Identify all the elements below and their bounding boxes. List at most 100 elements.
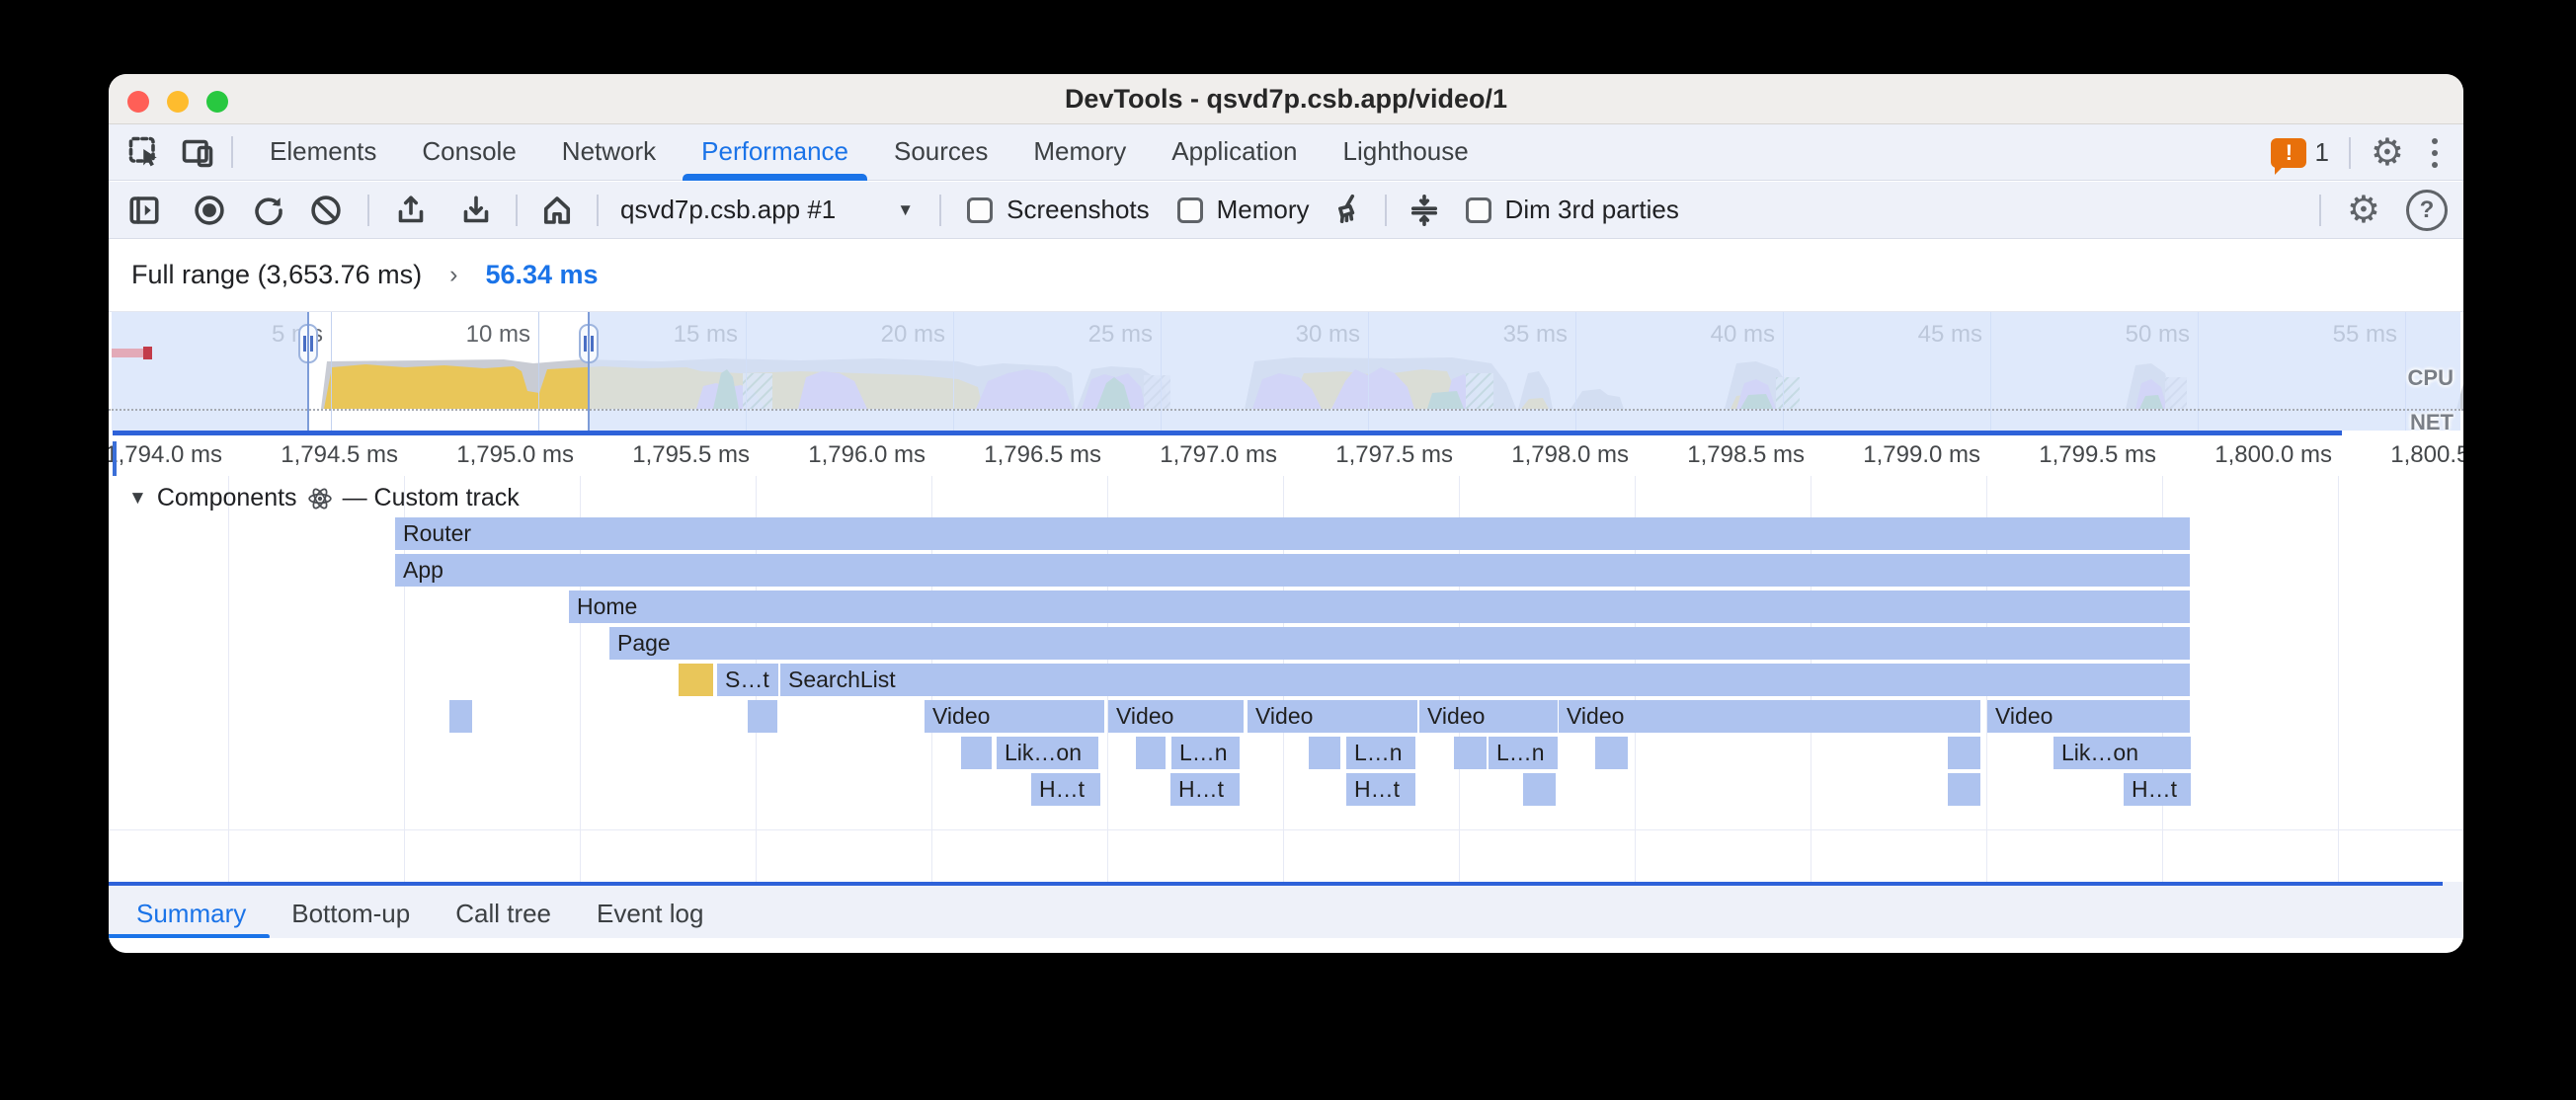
macos-titlebar: DevTools - qsvd7p.csb.app/video/1 xyxy=(109,74,2463,124)
flame-bar-home[interactable]: Home xyxy=(569,590,2190,623)
details-tab-event-log[interactable]: Event log xyxy=(597,899,704,928)
toggle-sidebar-icon[interactable] xyxy=(124,191,164,230)
flame-bar-video[interactable]: Video xyxy=(1987,700,2190,733)
tabbar-separator xyxy=(2348,136,2351,169)
flame-bar[interactable] xyxy=(1523,773,1556,806)
dim-3rd-parties-checkbox[interactable] xyxy=(1465,196,1491,223)
record-and-reload-icon[interactable] xyxy=(249,191,288,230)
flame-bar[interactable] xyxy=(1309,737,1340,769)
network-request-end xyxy=(143,347,152,359)
track-name: Components xyxy=(156,484,297,511)
capture-settings-gear-icon[interactable]: ⚙ xyxy=(2346,190,2380,231)
tab-lighthouse[interactable]: Lighthouse xyxy=(1342,135,1469,166)
clear-icon[interactable] xyxy=(306,191,346,230)
custom-track-header[interactable]: ▼ Components — Custom track xyxy=(128,484,520,512)
flame-bar-st[interactable]: S…t xyxy=(717,664,778,696)
issues-counter[interactable]: ! 1 xyxy=(2271,137,2329,175)
ruler-tick-label: 1,795.0 ms xyxy=(456,441,574,468)
network-request-bar xyxy=(112,349,144,357)
flame-bar[interactable] xyxy=(679,664,713,696)
overview-tick-label: 10 ms xyxy=(465,321,530,348)
cpu-baseline xyxy=(109,409,2463,411)
home-icon[interactable] xyxy=(537,191,577,230)
collapse-triangle-icon[interactable]: ▼ xyxy=(128,487,147,509)
screenshots-checkbox[interactable] xyxy=(967,196,994,223)
flame-bar[interactable] xyxy=(1948,773,1980,806)
collapse-sanitize-icon[interactable] xyxy=(1405,191,1444,230)
flame-bar-video[interactable]: Video xyxy=(1248,700,1417,733)
cpu-track-label: CPU xyxy=(2407,365,2454,390)
overview-gridline xyxy=(538,312,539,431)
flame-bar-ht[interactable]: H…t xyxy=(1170,773,1240,806)
flame-bar-likon[interactable]: Lik…on xyxy=(2053,737,2191,769)
tab-elements[interactable]: Elements xyxy=(270,135,377,166)
more-options-icon[interactable] xyxy=(2424,137,2446,168)
flame-bar-likon[interactable]: Lik…on xyxy=(997,737,1098,769)
flame-bar[interactable] xyxy=(1948,737,1980,769)
flame-chart[interactable]: Router App Home Page S…t SearchList Video Video… xyxy=(109,476,2463,882)
panel-tabs: Elements Console Network Performance Sources… xyxy=(247,124,1491,181)
record-button[interactable] xyxy=(190,191,229,230)
performance-toolbar: qsvd7p.csb.app #1 ▼ Screenshots Memory xyxy=(109,182,2463,239)
flame-bar-video[interactable]: Video xyxy=(1559,700,1980,733)
window-right-edge[interactable] xyxy=(588,312,590,431)
window-left-edge[interactable] xyxy=(307,312,309,431)
tab-performance[interactable]: Performance xyxy=(679,124,871,181)
tab-sources[interactable]: Sources xyxy=(894,135,989,166)
flame-bar-ht[interactable]: H…t xyxy=(1346,773,1415,806)
flame-bar[interactable] xyxy=(449,700,472,733)
ruler-tick-label: 1,794.0 ms xyxy=(109,441,222,468)
toolbar-separator xyxy=(516,194,518,226)
flame-bar-app[interactable]: App xyxy=(395,554,2190,587)
flame-bar-ht[interactable]: H…t xyxy=(2124,773,2191,806)
full-range-crumb[interactable]: Full range (3,653.76 ms) xyxy=(131,260,423,289)
tab-console[interactable]: Console xyxy=(422,135,517,166)
upload-profile-icon[interactable] xyxy=(391,191,431,230)
minimize-window-button[interactable] xyxy=(167,91,189,113)
devtools-tabbar: Elements Console Network Performance Sources… xyxy=(109,124,2463,181)
tabbar-separator xyxy=(231,136,233,168)
flame-bar-ln[interactable]: L…n xyxy=(1346,737,1415,769)
tab-network[interactable]: Network xyxy=(561,135,657,166)
ruler-tick-label: 1,798.0 ms xyxy=(1511,441,1629,468)
selected-range-crumb[interactable]: 56.34 ms xyxy=(485,260,599,289)
memory-checkbox[interactable] xyxy=(1176,196,1203,223)
tab-application[interactable]: Application xyxy=(1171,135,1298,166)
flame-bar-searchlist[interactable]: SearchList xyxy=(780,664,2190,696)
close-window-button[interactable] xyxy=(127,91,149,113)
tab-memory[interactable]: Memory xyxy=(1033,135,1127,166)
flame-bar[interactable] xyxy=(1454,737,1487,769)
flame-bar-ht[interactable]: H…t xyxy=(1031,773,1100,806)
details-tab-bottom-up[interactable]: Bottom-up xyxy=(291,899,411,928)
flame-bar-video[interactable]: Video xyxy=(925,700,1104,733)
flame-bar-video[interactable]: Video xyxy=(1108,700,1244,733)
details-tab-call-tree[interactable]: Call tree xyxy=(455,899,552,928)
inspect-element-icon[interactable] xyxy=(122,130,166,174)
garbage-collect-icon[interactable] xyxy=(1328,191,1367,230)
flame-gridline xyxy=(228,476,229,882)
flame-bar-page[interactable]: Page xyxy=(609,627,2190,660)
download-profile-icon[interactable] xyxy=(456,191,496,230)
help-icon[interactable]: ? xyxy=(2406,190,2448,231)
flame-bar[interactable] xyxy=(1595,737,1628,769)
flame-bar-video[interactable]: Video xyxy=(1419,700,1558,733)
flame-bar-router[interactable]: Router xyxy=(395,517,2190,550)
flame-bar[interactable] xyxy=(1136,737,1166,769)
summary-tab-underline xyxy=(109,934,270,939)
track-bottom-divider xyxy=(109,829,2463,830)
flame-bar-ln[interactable]: L…n xyxy=(1489,737,1558,769)
dim-3rd-parties-label: Dim 3rd parties xyxy=(1504,195,1679,224)
maximize-window-button[interactable] xyxy=(206,91,228,113)
flame-bar[interactable] xyxy=(748,700,777,733)
memory-label: Memory xyxy=(1216,195,1310,224)
details-tabs: Summary Bottom-up Call tree Event log xyxy=(114,884,726,936)
target-selector-dropdown[interactable]: qsvd7p.csb.app #1 ▼ xyxy=(620,195,914,225)
device-toolbar-icon[interactable] xyxy=(176,130,219,174)
details-tab-summary[interactable]: Summary xyxy=(136,899,247,928)
flame-bar-ln[interactable]: L…n xyxy=(1171,737,1240,769)
flame-bar[interactable] xyxy=(961,737,992,769)
settings-gear-icon[interactable]: ⚙ xyxy=(2370,131,2404,174)
ruler-tick-label: 1,798.5 ms xyxy=(1687,441,1805,468)
